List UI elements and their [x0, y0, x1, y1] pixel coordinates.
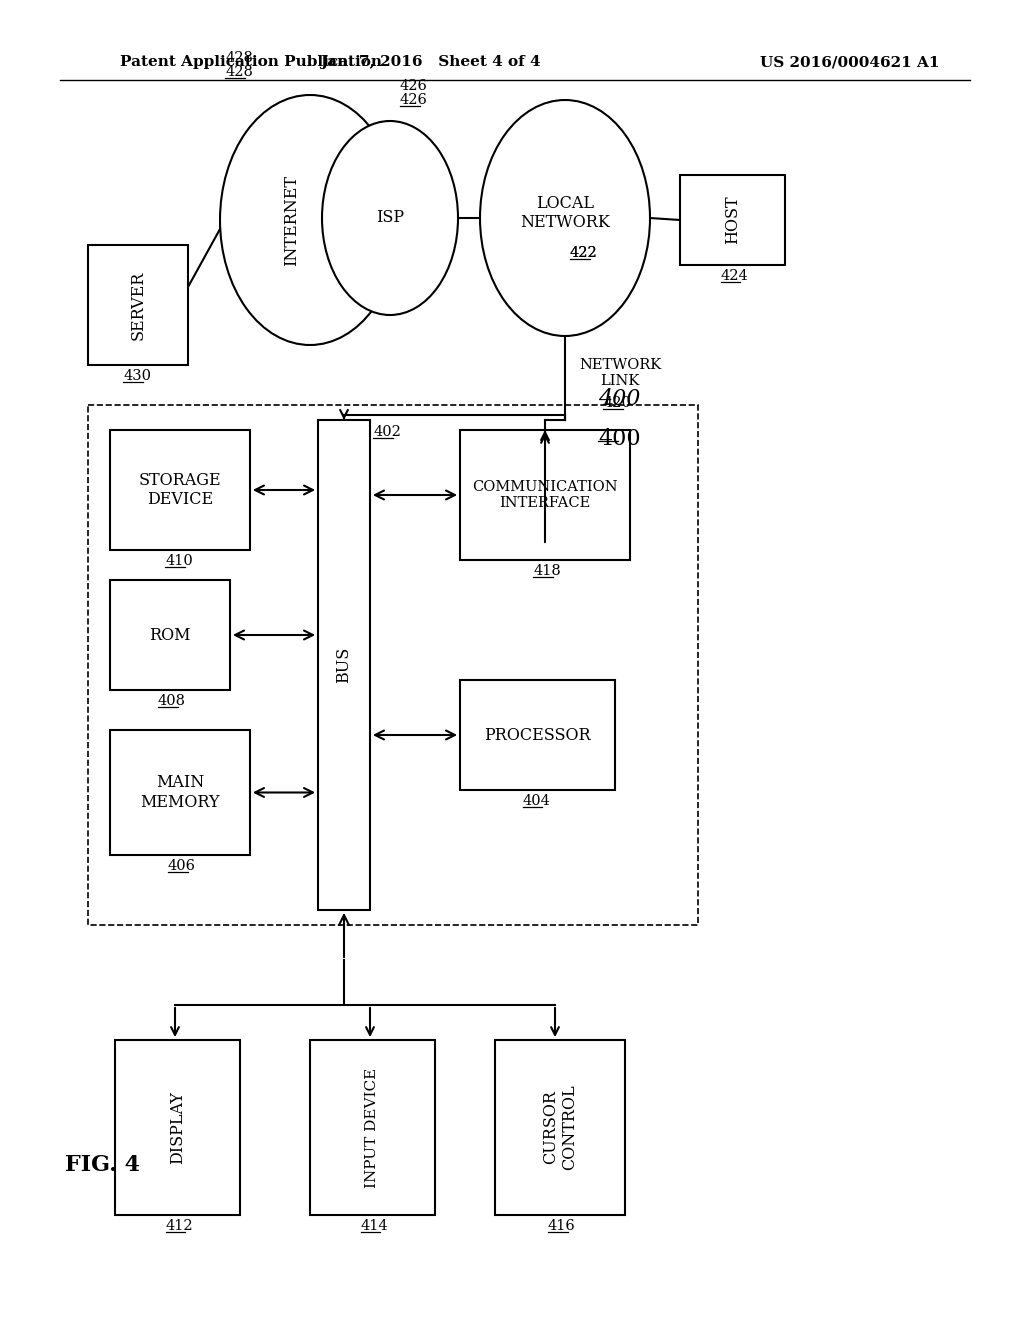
Text: 410: 410	[165, 554, 193, 568]
Text: 400: 400	[598, 388, 640, 411]
Bar	[460, 430, 630, 560]
Text: MAIN
MEMORY: MAIN MEMORY	[140, 775, 220, 810]
Text: CURSOR
CONTROL: CURSOR CONTROL	[542, 1085, 579, 1171]
Bar	[460, 680, 615, 789]
Text: FIG. 4: FIG. 4	[65, 1154, 140, 1176]
Text: 422: 422	[570, 246, 598, 260]
Text: 418: 418	[534, 564, 561, 578]
Bar	[115, 1040, 240, 1214]
Bar	[680, 176, 785, 265]
Text: 412: 412	[166, 1218, 194, 1233]
Bar	[88, 246, 188, 366]
Text: COMMUNICATION
INTERFACE: COMMUNICATION INTERFACE	[472, 480, 617, 510]
Ellipse shape	[480, 100, 650, 337]
Text: INTERNET: INTERNET	[284, 174, 300, 265]
Bar	[495, 1040, 625, 1214]
Bar	[110, 430, 250, 550]
Text: 416: 416	[548, 1218, 575, 1233]
Text: DISPLAY: DISPLAY	[169, 1092, 186, 1164]
Text: US 2016/0004621 A1: US 2016/0004621 A1	[761, 55, 940, 69]
Bar	[88, 405, 698, 925]
Text: 408: 408	[158, 694, 186, 708]
Bar	[310, 1040, 435, 1214]
Text: 430: 430	[123, 370, 151, 383]
Text: 400: 400	[598, 428, 641, 450]
Text: LOCAL
NETWORK: LOCAL NETWORK	[520, 195, 610, 231]
Bar	[318, 420, 370, 909]
Text: Jan. 7, 2016   Sheet 4 of 4: Jan. 7, 2016 Sheet 4 of 4	[319, 55, 541, 69]
Text: 420: 420	[603, 396, 631, 411]
Text: ROM: ROM	[150, 627, 190, 644]
Text: 424: 424	[721, 269, 749, 282]
Text: SERVER: SERVER	[129, 271, 146, 339]
Text: 428: 428	[225, 65, 253, 79]
Text: 428: 428	[225, 51, 253, 65]
Text: NETWORK
LINK: NETWORK LINK	[579, 358, 662, 388]
Text: ISP: ISP	[376, 210, 404, 227]
Text: HOST: HOST	[724, 195, 741, 244]
Text: 402: 402	[373, 425, 400, 440]
Bar	[110, 730, 250, 855]
Ellipse shape	[220, 95, 400, 345]
Text: BUS: BUS	[336, 647, 352, 684]
Text: INPUT DEVICE: INPUT DEVICE	[366, 1068, 380, 1188]
Text: Patent Application Publication: Patent Application Publication	[120, 55, 382, 69]
Text: 426: 426	[400, 79, 428, 92]
Ellipse shape	[322, 121, 458, 315]
Bar	[110, 579, 230, 690]
Text: PROCESSOR: PROCESSOR	[484, 726, 591, 743]
Text: 406: 406	[168, 859, 196, 873]
Text: 414: 414	[360, 1218, 388, 1233]
Text: STORAGE
DEVICE: STORAGE DEVICE	[138, 471, 221, 508]
Text: 422: 422	[570, 246, 598, 260]
Text: 426: 426	[400, 92, 428, 107]
Text: 404: 404	[522, 795, 550, 808]
